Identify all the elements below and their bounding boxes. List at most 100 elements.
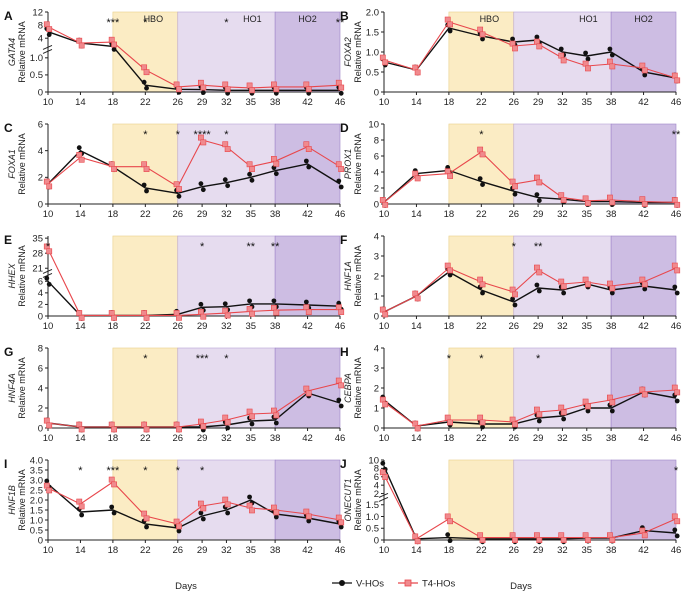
gene-name: HHEX (7, 263, 17, 289)
point-t4-hos (141, 161, 148, 168)
point-v-hos (249, 177, 255, 183)
point-t4-hos (607, 394, 613, 401)
y-unit-label: Relative mRNA (17, 133, 27, 195)
point-t4-hos (222, 81, 229, 88)
x-tick-label: 18 (444, 545, 455, 556)
significance-star: *** (106, 465, 120, 477)
point-t4-hos (173, 310, 180, 316)
point-t4-hos (609, 285, 616, 292)
y-tick-label: 2.0 (30, 495, 43, 506)
point-t4-hos (303, 141, 310, 148)
significance-star: * (224, 353, 229, 365)
x-tick-label: 26 (508, 97, 519, 108)
y-tick-label: 0.5 (366, 524, 379, 535)
panel-letter: H (340, 345, 349, 359)
x-axis-title-right: Days (510, 581, 532, 592)
panel-i: 00.51.01.52.02.53.03.54.0 10 14 18 22 26 29 32 3… (4, 455, 345, 556)
y-tick-label: 10 (368, 455, 379, 466)
panel-letter: B (340, 9, 349, 23)
y-tick-label: 0 (38, 535, 43, 546)
point-t4-hos (582, 195, 589, 202)
panel-a: HBO HO1 HO2 0 0.5 1.0 4 8 12 10 14 18 22 26 29 32 35 38 42… (4, 7, 345, 108)
y-tick-label: 8 (38, 20, 43, 31)
point-v-hos (510, 296, 515, 302)
point-t4-hos (46, 183, 53, 190)
y-axis-label: FOXA2Relative mRNA (343, 21, 363, 83)
panel-letter: G (4, 345, 13, 359)
point-t4-hos (414, 175, 421, 182)
x-tick-label: 22 (476, 321, 487, 332)
phase-label-ho2: HO2 (634, 14, 653, 24)
point-t4-hos (224, 312, 231, 319)
x-tick-label: 14 (411, 321, 422, 332)
point-t4-hos (305, 390, 312, 397)
point-v-hos (512, 302, 518, 308)
point-t4-hos (338, 382, 345, 389)
point-t4-hos (273, 309, 280, 316)
point-v-hos (144, 188, 149, 194)
point-v-hos (222, 177, 228, 183)
x-tick-label: 14 (411, 545, 422, 556)
y-tick-label: 6 (38, 277, 43, 288)
point-t4-hos (477, 414, 484, 421)
x-tick-label: 42 (302, 321, 313, 332)
point-t4-hos (477, 146, 484, 153)
y-axis-label: FOXA1Relative mRNA (7, 133, 27, 195)
y-tick-label: 35 (32, 233, 43, 244)
point-t4-hos (512, 183, 518, 190)
point-v-hos (512, 191, 518, 197)
point-t4-hos (176, 314, 182, 321)
y-tick-label: 2 (38, 173, 43, 184)
point-v-hos (249, 421, 255, 427)
point-t4-hos (512, 537, 518, 543)
y-axis-label: HNF4ARelative mRNA (7, 357, 27, 419)
y-tick-label: 0 (374, 87, 379, 98)
y-tick-label: 6 (38, 119, 43, 130)
point-t4-hos (379, 306, 386, 313)
point-t4-hos (382, 59, 389, 66)
point-t4-hos (609, 199, 616, 206)
point-t4-hos (534, 174, 540, 181)
x-tick-label: 26 (172, 321, 183, 332)
y-tick-label: 1 (374, 291, 379, 302)
legend-v-label: V-HOs (356, 579, 384, 590)
x-tick-label: 18 (108, 321, 119, 332)
y-tick-label: 1.0 (366, 47, 379, 58)
point-t4-hos (338, 519, 345, 526)
point-t4-hos (111, 481, 117, 488)
y-tick-label: 0.5 (366, 67, 379, 78)
point-t4-hos (78, 42, 85, 49)
point-t4-hos (338, 309, 345, 315)
significance-star: ** (336, 17, 345, 29)
point-t4-hos (76, 37, 83, 44)
point-t4-hos (641, 281, 648, 288)
point-t4-hos (224, 501, 231, 508)
x-tick-label: 42 (302, 209, 313, 220)
point-t4-hos (338, 166, 345, 172)
x-tick-label: 32 (557, 433, 568, 444)
point-t4-hos (176, 523, 182, 530)
x-tick-label: 14 (75, 321, 86, 332)
point-t4-hos (382, 401, 389, 408)
y-tick-label: 8 (38, 343, 43, 354)
point-t4-hos (582, 276, 589, 283)
x-tick-label: 32 (557, 321, 568, 332)
point-t4-hos (412, 533, 419, 540)
point-t4-hos (641, 391, 648, 398)
series-line-v-hos (47, 149, 341, 195)
point-t4-hos (271, 304, 277, 311)
phase-ho2-region (610, 11, 677, 93)
point-t4-hos (447, 173, 453, 179)
x-tick-label: 10 (43, 433, 54, 444)
point-v-hos (536, 198, 542, 204)
point-t4-hos (382, 474, 389, 480)
point-t4-hos (108, 161, 115, 168)
point-v-hos (338, 90, 344, 96)
point-v-hos (536, 418, 542, 424)
point-t4-hos (509, 416, 516, 423)
x-axis-title-left: Days (175, 581, 197, 592)
y-axis-label: GATA4Relative mRNA (7, 21, 27, 83)
y-tick-label: 4 (38, 383, 43, 394)
